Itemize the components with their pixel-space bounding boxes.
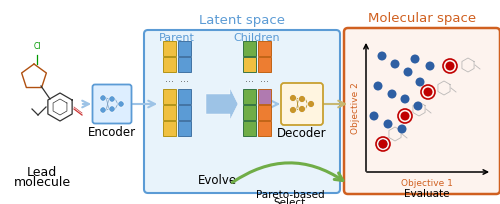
- Text: Parent: Parent: [159, 33, 195, 43]
- Circle shape: [298, 105, 306, 112]
- Text: Select: Select: [274, 198, 306, 204]
- Bar: [163, 89, 176, 104]
- Circle shape: [118, 101, 124, 107]
- Circle shape: [109, 96, 115, 102]
- Polygon shape: [206, 88, 238, 120]
- Bar: [243, 89, 256, 104]
- Circle shape: [378, 51, 386, 61]
- Circle shape: [100, 95, 106, 101]
- Circle shape: [414, 102, 422, 111]
- Bar: [258, 57, 271, 72]
- Circle shape: [378, 140, 388, 149]
- Bar: [258, 41, 271, 56]
- FancyBboxPatch shape: [281, 83, 323, 125]
- Circle shape: [400, 112, 409, 121]
- Text: Cl: Cl: [33, 42, 41, 51]
- Text: ...: ...: [245, 74, 254, 84]
- Circle shape: [390, 60, 400, 69]
- Bar: [163, 57, 176, 72]
- Circle shape: [388, 90, 396, 99]
- FancyBboxPatch shape: [144, 30, 340, 193]
- Circle shape: [384, 120, 392, 129]
- Text: Molecular space: Molecular space: [368, 12, 476, 25]
- Text: ...: ...: [165, 74, 174, 84]
- Circle shape: [370, 112, 378, 121]
- Text: Evolve: Evolve: [198, 173, 236, 186]
- Bar: [178, 41, 191, 56]
- Text: Objective 2: Objective 2: [352, 82, 360, 134]
- Bar: [163, 121, 176, 136]
- Circle shape: [446, 61, 454, 71]
- Circle shape: [416, 78, 424, 86]
- FancyBboxPatch shape: [344, 28, 500, 194]
- Bar: [178, 89, 191, 104]
- Text: Pareto-based: Pareto-based: [256, 190, 324, 200]
- Circle shape: [410, 54, 420, 63]
- Circle shape: [426, 61, 434, 71]
- Circle shape: [398, 124, 406, 133]
- Bar: [178, 105, 191, 120]
- Text: Objective 1: Objective 1: [401, 180, 453, 188]
- Bar: [163, 41, 176, 56]
- Circle shape: [290, 106, 296, 113]
- Bar: [163, 105, 176, 120]
- Text: Evaluate: Evaluate: [404, 189, 450, 199]
- Circle shape: [424, 88, 432, 96]
- Text: Lead: Lead: [27, 165, 57, 178]
- Circle shape: [308, 101, 314, 108]
- Bar: [243, 41, 256, 56]
- Text: ...: ...: [180, 74, 189, 84]
- Text: Encoder: Encoder: [88, 126, 136, 139]
- Bar: [243, 121, 256, 136]
- Circle shape: [400, 94, 409, 103]
- Circle shape: [290, 94, 296, 102]
- Text: Decoder: Decoder: [277, 127, 327, 140]
- Bar: [258, 89, 271, 104]
- Circle shape: [374, 82, 382, 91]
- Circle shape: [404, 68, 412, 76]
- Bar: [178, 57, 191, 72]
- Bar: [258, 121, 271, 136]
- Text: Latent space: Latent space: [199, 14, 285, 27]
- FancyBboxPatch shape: [92, 84, 132, 123]
- Text: Children: Children: [234, 33, 280, 43]
- Bar: [243, 105, 256, 120]
- Bar: [178, 121, 191, 136]
- Bar: [258, 105, 271, 120]
- Circle shape: [298, 95, 306, 102]
- Circle shape: [378, 140, 388, 149]
- Circle shape: [109, 106, 115, 112]
- Circle shape: [100, 107, 106, 113]
- Text: molecule: molecule: [14, 175, 70, 188]
- Bar: [243, 57, 256, 72]
- Text: ...: ...: [260, 74, 269, 84]
